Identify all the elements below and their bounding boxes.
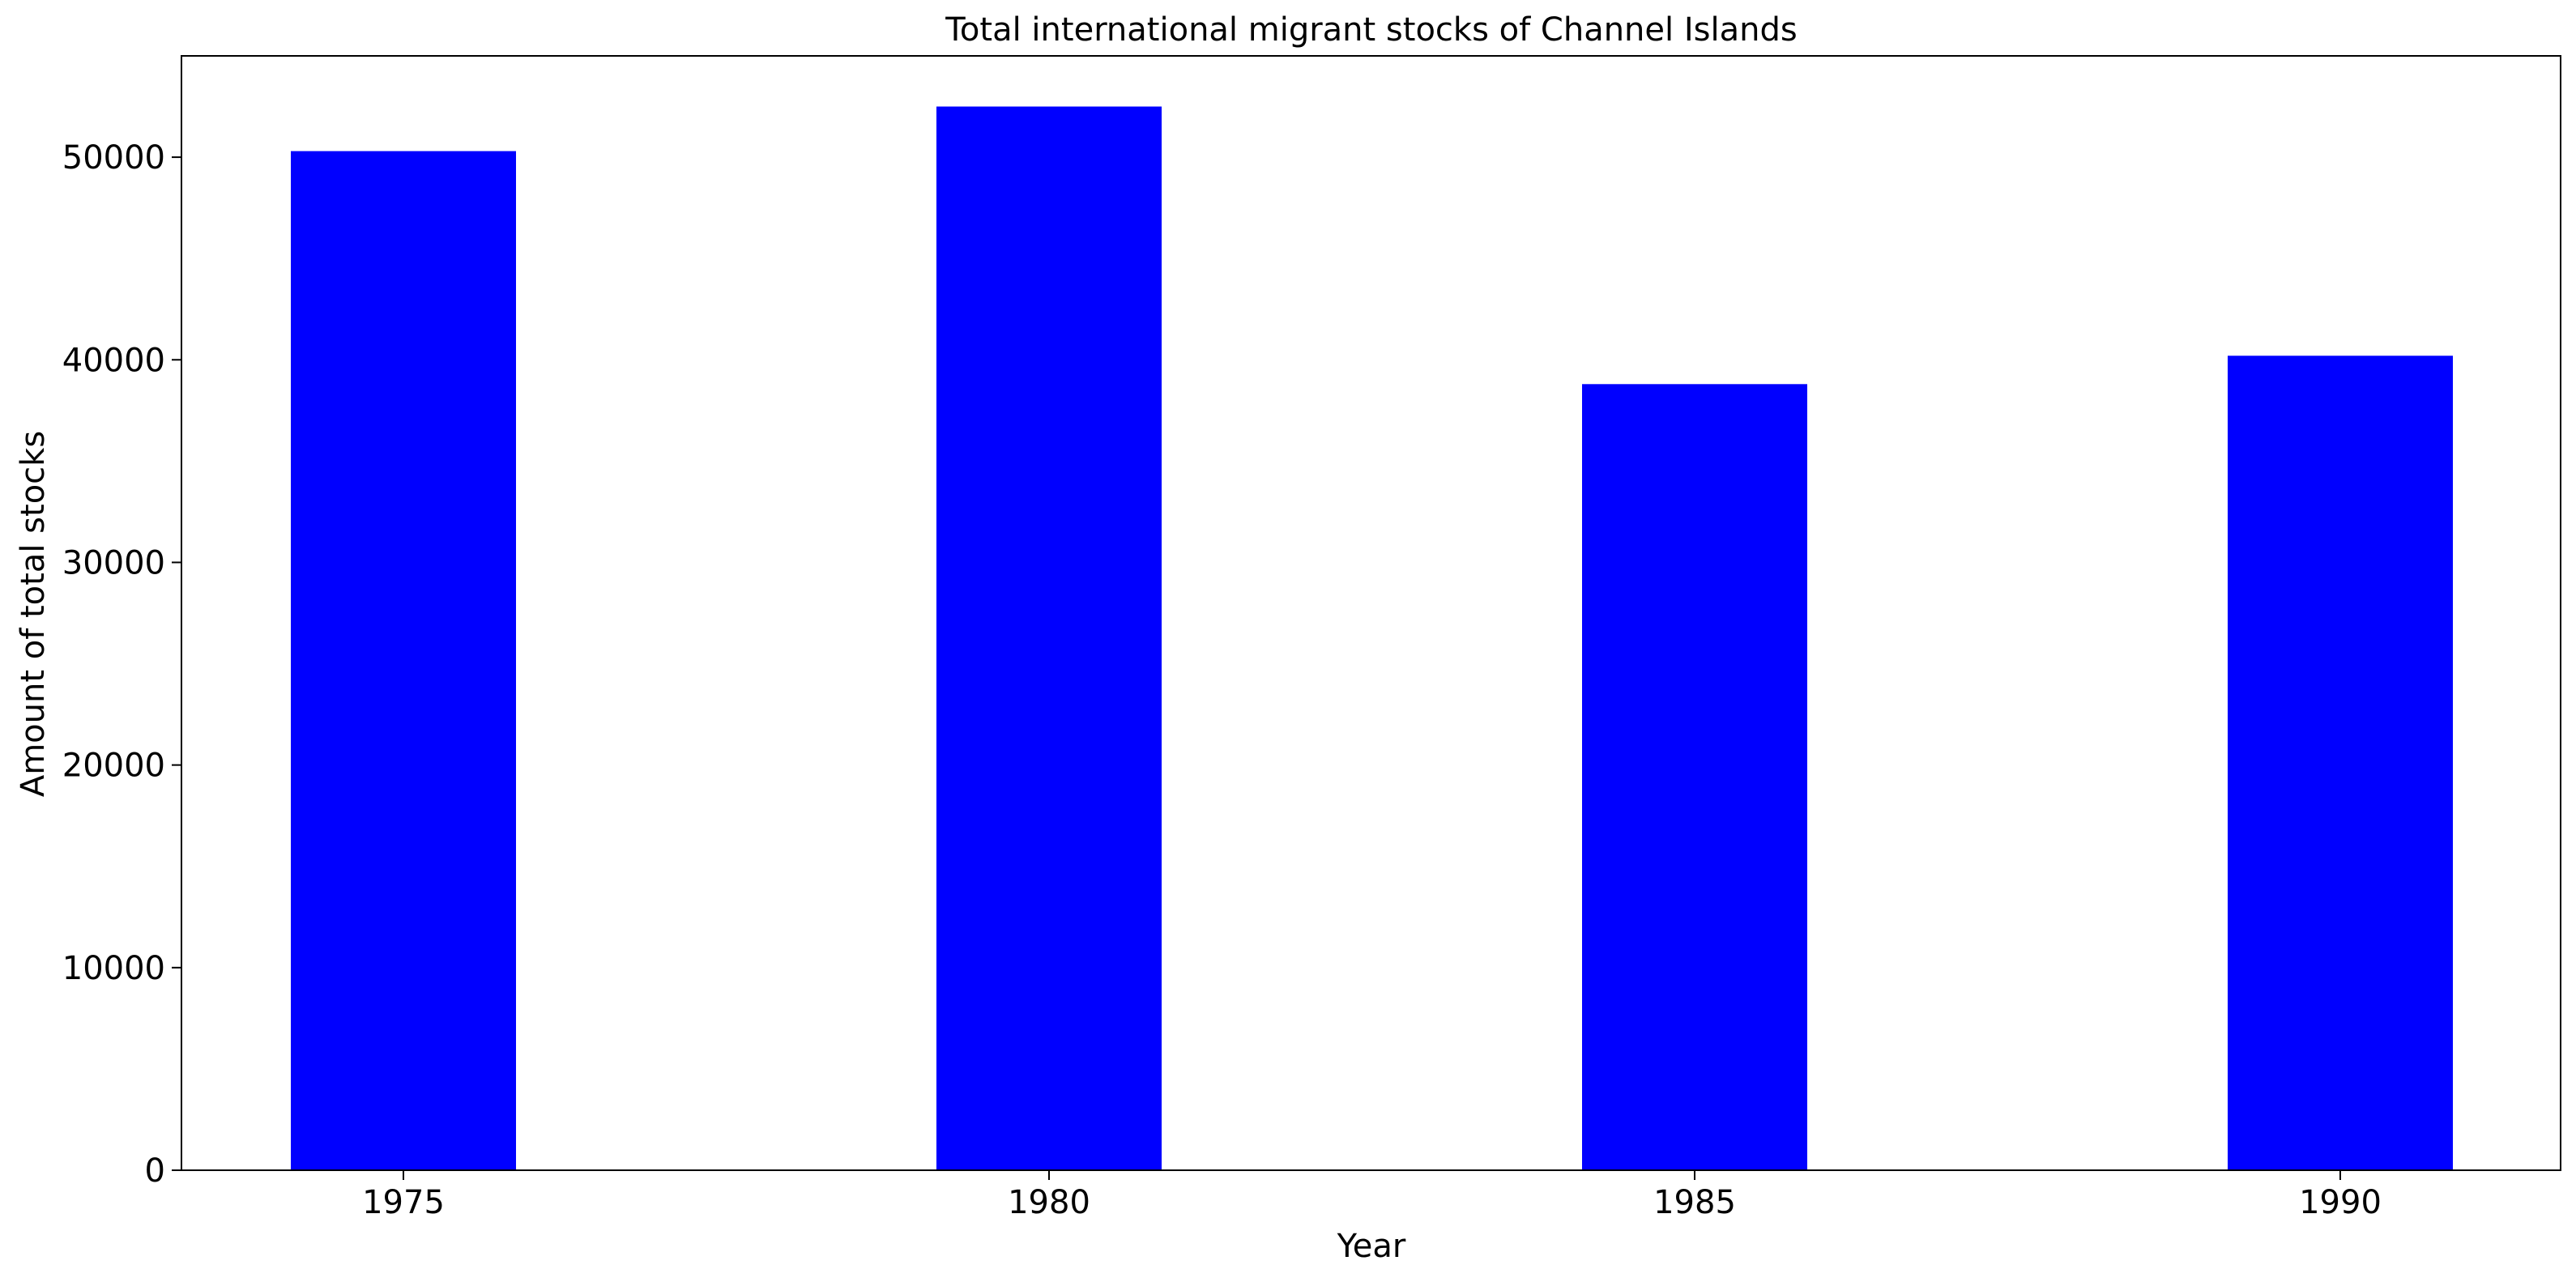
plot-area bbox=[181, 55, 2561, 1171]
x-tick-label: 1985 bbox=[1653, 1184, 1736, 1221]
y-axis-label: Amount of total stocks bbox=[15, 431, 52, 797]
chart-title: Total international migrant stocks of Ch… bbox=[945, 11, 1797, 49]
x-tick-label: 1975 bbox=[362, 1184, 445, 1221]
y-tick-label: 0 bbox=[145, 1152, 165, 1190]
y-tick-label: 40000 bbox=[62, 342, 165, 379]
x-axis: 1975 1980 1985 1990 bbox=[362, 1170, 2382, 1221]
bar-1980 bbox=[936, 106, 1162, 1171]
bar-1985 bbox=[1582, 384, 1807, 1170]
plot-frame bbox=[181, 55, 2561, 1171]
y-axis: 0 10000 20000 30000 40000 50000 bbox=[62, 139, 181, 1190]
bar-1975 bbox=[291, 151, 516, 1170]
y-tick-label: 20000 bbox=[62, 747, 165, 785]
y-tick-label: 10000 bbox=[62, 950, 165, 987]
x-tick-label: 1990 bbox=[2299, 1184, 2382, 1221]
bar-1990 bbox=[2228, 356, 2453, 1170]
y-tick-label: 50000 bbox=[62, 139, 165, 177]
x-tick-label: 1980 bbox=[1008, 1184, 1090, 1221]
x-axis-label: Year bbox=[1337, 1228, 1406, 1265]
y-tick-label: 30000 bbox=[62, 544, 165, 581]
